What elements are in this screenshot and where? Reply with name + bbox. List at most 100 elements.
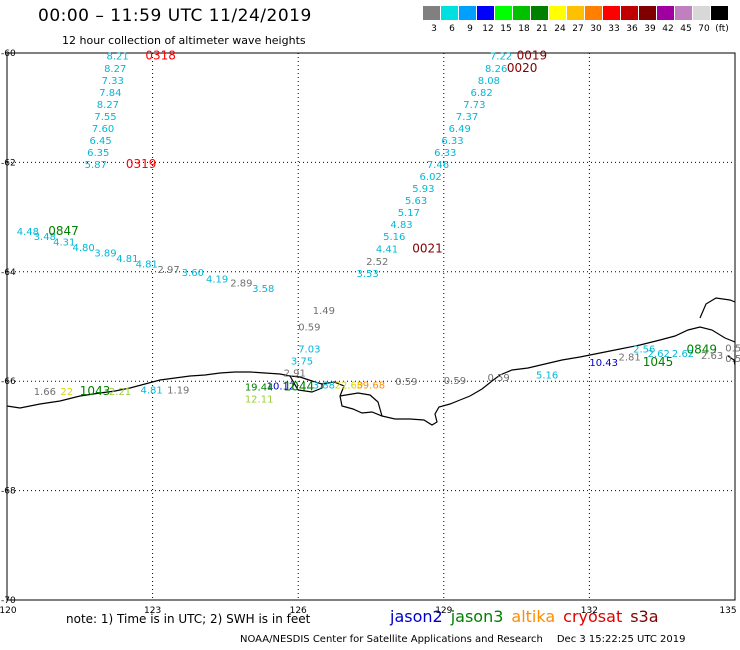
wave-height-label: 7.60 bbox=[92, 124, 114, 135]
scale-label: 27 bbox=[572, 24, 584, 34]
scale-swatch bbox=[423, 6, 440, 20]
scale-swatch bbox=[639, 6, 656, 20]
wave-height-label: 22 bbox=[60, 387, 73, 398]
wave-height-label: 7.03 bbox=[298, 344, 320, 355]
scale-swatch bbox=[495, 6, 512, 20]
wave-height-label: 0.59 bbox=[725, 354, 740, 365]
wave-height-label: 8.27 bbox=[104, 64, 126, 75]
wave-height-label: 2.97 bbox=[157, 265, 179, 276]
scale-swatch bbox=[657, 6, 674, 20]
wave-height-label: 3.60 bbox=[182, 268, 204, 279]
footer-note: note: 1) Time is in UTC; 2) SWH is in fe… bbox=[66, 612, 311, 626]
wave-height-label: 8.21 bbox=[106, 52, 128, 63]
wave-height-label: 19.44 bbox=[245, 383, 274, 394]
longitude-label: 132 bbox=[581, 606, 598, 616]
coastline-islands bbox=[699, 297, 736, 319]
wave-height-label: 2.91 bbox=[284, 368, 306, 379]
wave-height-label: 6.35 bbox=[87, 148, 109, 159]
map-frame bbox=[6, 52, 736, 601]
wave-height-label: 4.41 bbox=[376, 244, 398, 255]
wave-height-label: 6.45 bbox=[90, 136, 112, 147]
longitude-label: 135 bbox=[719, 606, 736, 616]
wave-height-label: 0.59 bbox=[487, 373, 509, 384]
coastline-inlet bbox=[289, 375, 323, 393]
coastline-bay bbox=[339, 392, 383, 417]
wave-height-label: 7.73 bbox=[463, 100, 485, 111]
wave-height-label: 3.53 bbox=[356, 269, 378, 280]
wave-height-label: 4.19 bbox=[206, 274, 228, 285]
wave-height-label: 4.48 bbox=[17, 227, 39, 238]
scale-label: 12 bbox=[482, 24, 494, 34]
wave-height-label: 1.19 bbox=[167, 385, 189, 396]
wave-height-label: 0.59 bbox=[395, 377, 417, 388]
longitude-label: 129 bbox=[435, 606, 452, 616]
scale-label: 30 bbox=[590, 24, 602, 34]
wave-height-labels: 8.218.277.337.848.277.557.606.456.355.87… bbox=[17, 49, 740, 406]
wave-height-label: 3.75 bbox=[291, 356, 313, 367]
wave-height-label: 7.22 bbox=[490, 52, 512, 63]
coastline-east bbox=[727, 355, 736, 366]
wave-height-label: 5.93 bbox=[412, 184, 434, 195]
latitude-label: -66 bbox=[1, 377, 16, 387]
wave-height-label: 8.08 bbox=[478, 76, 500, 87]
wave-height-label: 4.80 bbox=[73, 243, 95, 254]
pass-time-label: 0849 bbox=[686, 342, 717, 356]
scale-label: 42 bbox=[662, 24, 674, 34]
scale-swatch bbox=[621, 6, 638, 20]
scale-swatch bbox=[585, 6, 602, 20]
wave-height-label: 8.26 bbox=[485, 64, 507, 75]
pass-time-label: 0019 bbox=[517, 49, 548, 63]
scale-swatch bbox=[513, 6, 530, 20]
wave-height-label: 3.89 bbox=[94, 249, 116, 260]
wave-height-label: 1.66 bbox=[34, 387, 56, 398]
latitude-label: -68 bbox=[1, 487, 16, 497]
legend-s3a: s3a bbox=[630, 607, 659, 626]
credit-line: NOAA/NESDIS Center for Satellite Applica… bbox=[240, 634, 685, 645]
antarctic-coastline bbox=[6, 297, 736, 426]
scale-swatch bbox=[603, 6, 620, 20]
legend-cryosat: cryosat bbox=[563, 607, 623, 626]
wave-height-label: 4.83 bbox=[390, 220, 412, 231]
longitude-label: 126 bbox=[290, 606, 307, 616]
latitude-label: -62 bbox=[1, 158, 16, 168]
wave-height-label: 2.81 bbox=[619, 353, 641, 364]
latitude-label: -60 bbox=[1, 49, 16, 59]
scale-label: 33 bbox=[608, 24, 620, 34]
pass-time-label: 0318 bbox=[145, 49, 176, 63]
legend-jason3: jason3 bbox=[450, 607, 504, 626]
wave-height-label: 8.27 bbox=[97, 100, 119, 111]
scale-label: 24 bbox=[554, 24, 566, 34]
wave-height-label: 2.21 bbox=[109, 387, 131, 398]
wave-height-label: 6.82 bbox=[470, 88, 492, 99]
scale-swatch bbox=[693, 6, 710, 20]
credit-text: NOAA/NESDIS Center for Satellite Applica… bbox=[240, 634, 543, 645]
wave-height-label: 7.55 bbox=[94, 112, 116, 123]
chart-title: 00:00 – 11:59 UTC 11/24/2019 bbox=[38, 6, 312, 26]
wave-height-label: 3.48 bbox=[34, 232, 56, 243]
scale-swatch bbox=[567, 6, 584, 20]
wave-height-label: 7.46 bbox=[427, 160, 449, 171]
legend-altika: altika bbox=[511, 607, 556, 626]
pass-time-label: 0021 bbox=[412, 241, 443, 255]
wave-height-label: 5.16 bbox=[383, 232, 405, 243]
wave-height-label: 6.33 bbox=[441, 136, 463, 147]
wave-height-label: 2.56 bbox=[633, 344, 655, 355]
wave-height-label: 3.88 bbox=[313, 380, 335, 391]
pass-time-label: 0020 bbox=[507, 61, 538, 75]
scale-swatch bbox=[441, 6, 458, 20]
satellite-legend: jason2 jason3 altika cryosat s3a bbox=[390, 607, 667, 626]
wave-height-label: 5.87 bbox=[85, 160, 107, 171]
wave-height-label: 1.49 bbox=[313, 306, 335, 317]
wave-height-label: 2.52 bbox=[366, 257, 388, 268]
wave-height-label: 0.59 bbox=[298, 323, 320, 334]
longitude-label: 123 bbox=[144, 606, 161, 616]
legend-jason2: jason2 bbox=[390, 607, 443, 626]
pass-time-label: 0319 bbox=[126, 157, 157, 171]
wave-height-label: 7.37 bbox=[456, 112, 478, 123]
wave-height-label: 6.33 bbox=[434, 148, 456, 159]
wave-height-label: 6.49 bbox=[449, 124, 471, 135]
wave-height-label: 4.81 bbox=[140, 385, 162, 396]
scale-label: 3 bbox=[431, 24, 437, 34]
